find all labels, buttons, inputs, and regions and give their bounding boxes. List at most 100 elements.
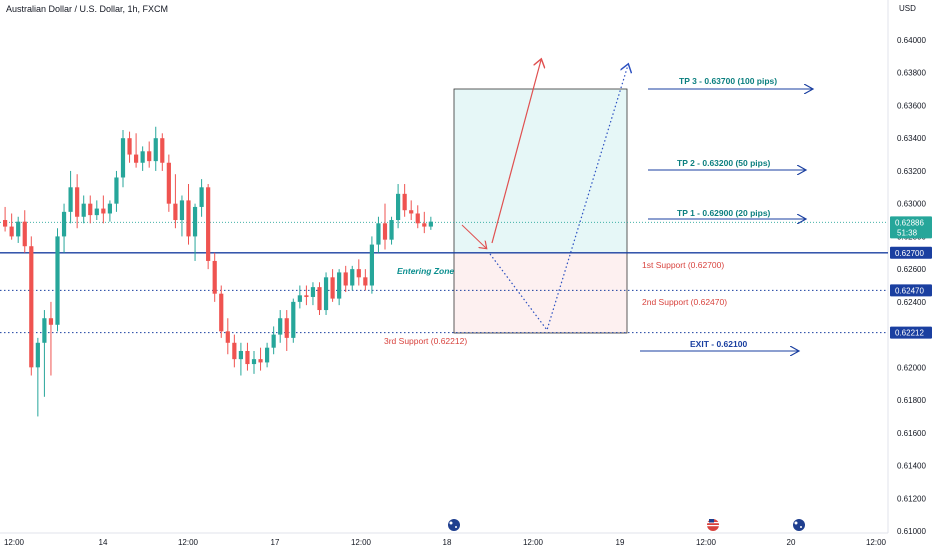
support-levels: [0, 252, 888, 334]
candle: [304, 285, 309, 306]
candle: [160, 133, 165, 171]
candle: [422, 211, 427, 234]
au-event-flag-icon[interactable]: [448, 519, 460, 531]
candle: [140, 146, 145, 171]
tp3-label: TP 3 - 0.63700 (100 pips): [679, 76, 777, 86]
candle: [291, 298, 296, 343]
us-event-flag-icon[interactable]: [707, 519, 719, 531]
x-tick-label: 14: [99, 538, 108, 547]
y-tick-label: 0.62600: [897, 265, 926, 274]
y-tick-label: 0.63000: [897, 200, 926, 209]
x-tick-label: 19: [616, 538, 625, 547]
candle: [337, 269, 342, 306]
x-tick-label: 18: [443, 538, 452, 547]
candle: [75, 174, 80, 229]
candle: [330, 269, 335, 302]
candle: [245, 342, 250, 371]
y-tick-label: 0.61600: [897, 429, 926, 438]
candle: [134, 133, 139, 168]
svg-text:0.62212: 0.62212: [895, 329, 924, 338]
entering-zone-label: Entering Zone: [397, 266, 454, 276]
bullish-projection-arrow: [491, 60, 541, 244]
y-tick-label: 0.61000: [897, 527, 926, 536]
support3-label: 3rd Support (0.62212): [384, 336, 467, 346]
x-tick-label: 12:00: [523, 538, 544, 547]
candle: [356, 259, 361, 286]
candle: [22, 210, 27, 253]
candle: [206, 184, 211, 270]
candle: [271, 326, 276, 355]
candle: [409, 200, 414, 221]
candle: [310, 282, 316, 306]
candle: [402, 184, 407, 217]
candle: [284, 310, 289, 351]
profit-zone[interactable]: [454, 89, 627, 253]
candle: [363, 269, 368, 291]
candle: [396, 184, 401, 229]
candle: [389, 216, 394, 245]
y-tick-label: 0.62000: [897, 363, 926, 372]
candle: [35, 337, 40, 417]
candle: [173, 174, 178, 229]
candle: [16, 216, 21, 243]
candle: [107, 200, 112, 222]
y-tick-label: 0.61400: [897, 462, 926, 471]
candle: [219, 285, 224, 338]
candle: [81, 195, 86, 224]
chart-title: Australian Dollar / U.S. Dollar, 1h, FXC…: [6, 4, 168, 14]
candle: [147, 141, 152, 168]
currency-label: USD: [899, 4, 916, 13]
candle: [317, 282, 322, 315]
candle: [212, 252, 217, 302]
y-tick-label: 0.63200: [897, 167, 926, 176]
loss-zone[interactable]: [454, 253, 627, 333]
svg-text:0.62700: 0.62700: [895, 249, 924, 258]
x-tick-label: 20: [787, 538, 796, 547]
y-tick-label: 0.61200: [897, 494, 926, 503]
candle: [343, 265, 348, 293]
x-axis[interactable]: 12:00 14 12:00 17 12:00 18 12:00 19 12:00 20 12:00: [4, 538, 887, 547]
candle: [278, 310, 283, 343]
candle: [61, 203, 67, 253]
candle: [166, 154, 171, 212]
candle: [9, 213, 14, 240]
candle: [369, 236, 374, 294]
candle: [88, 195, 93, 224]
candle: [265, 342, 270, 368]
candle: [376, 216, 381, 253]
entry-arrow: [461, 224, 486, 248]
level-price-tag: 0.62212: [890, 326, 932, 339]
exit-label: EXIT - 0.62100: [690, 339, 747, 349]
candle: [42, 310, 47, 397]
countdown-label: 51:38: [897, 228, 918, 237]
candle: [258, 347, 263, 371]
candle: [382, 203, 388, 250]
y-tick-label: 0.62400: [897, 298, 926, 307]
candle: [323, 272, 329, 315]
au-event-flag-icon-2[interactable]: [793, 519, 805, 531]
candle: [29, 236, 34, 376]
candle: [199, 179, 204, 217]
candle: [101, 195, 106, 224]
x-tick-label: 12:00: [696, 538, 717, 547]
y-tick-label: 0.63800: [897, 69, 926, 78]
candle: [186, 184, 191, 245]
candle: [428, 216, 433, 230]
y-tick-label: 0.63400: [897, 134, 926, 143]
x-tick-label: 12:00: [351, 538, 372, 547]
candle: [94, 200, 99, 221]
candle: [114, 170, 119, 212]
y-tick-label: 0.63600: [897, 101, 926, 110]
candle: [225, 318, 230, 355]
level-price-tag: 0.62700: [890, 246, 932, 259]
y-tick-label: 0.64000: [897, 36, 926, 45]
candle: [192, 203, 198, 261]
candle: [297, 285, 302, 309]
candle: [153, 126, 158, 171]
support2-label: 2nd Support (0.62470): [642, 297, 727, 307]
candle: [415, 205, 420, 229]
candle: [3, 206, 8, 232]
